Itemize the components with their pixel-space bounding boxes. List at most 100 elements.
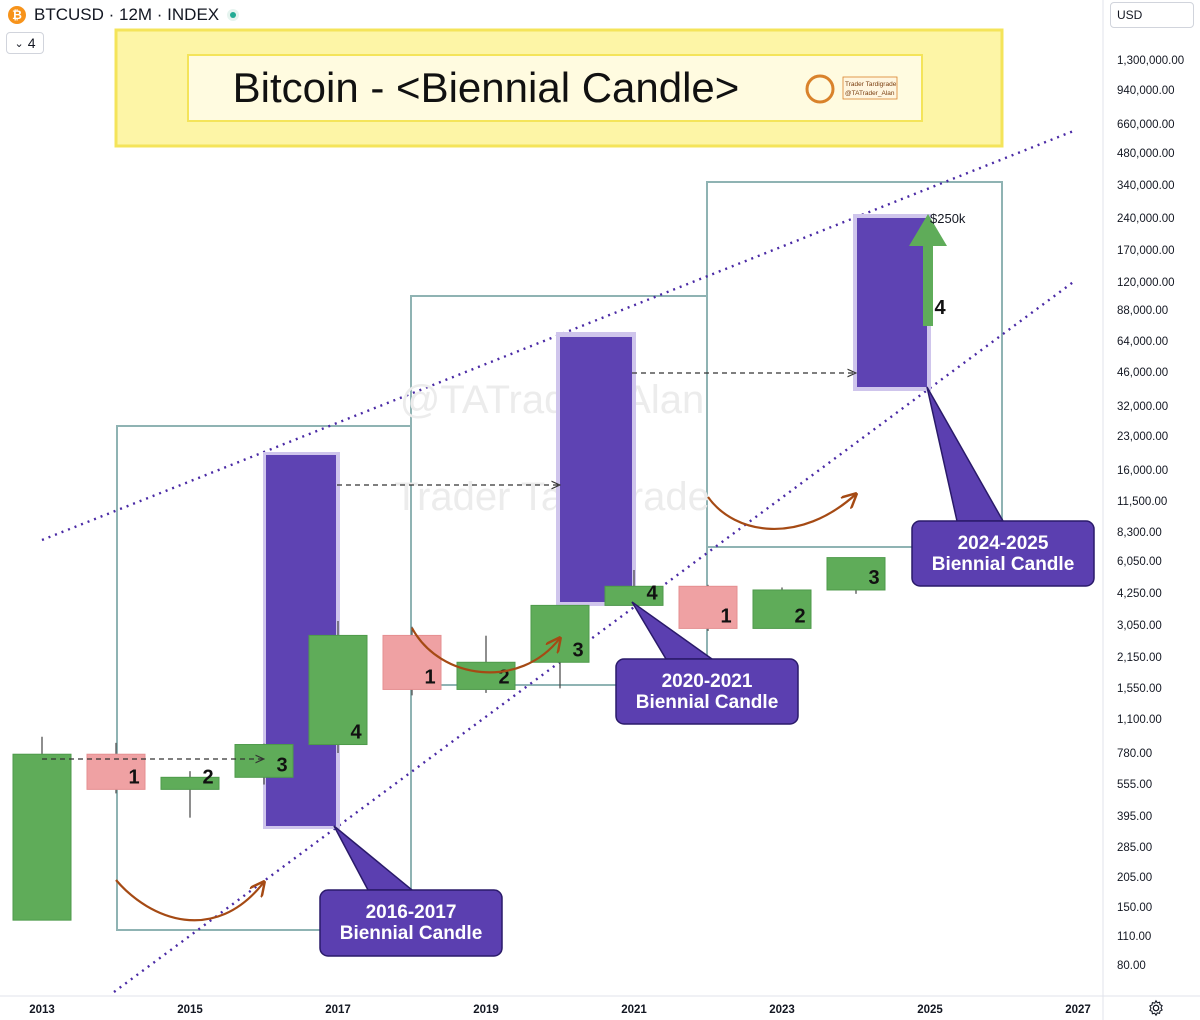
price-axis-tick: 8,300.00 (1117, 527, 1162, 539)
price-axis-tick: 120,000.00 (1117, 277, 1175, 289)
time-axis-tick: 2015 (177, 1004, 203, 1016)
candle-2022: 1 (678, 584, 738, 631)
title-banner: Bitcoin - <Biennial Candle> Trader Tardig… (114, 28, 1004, 148)
callout-text: Biennial Candle (932, 554, 1075, 575)
target-price-label: $250k (930, 211, 966, 226)
candle-number-label: 2 (498, 666, 509, 688)
callout-tail (926, 386, 1005, 522)
price-axis-tick: 80.00 (1117, 960, 1146, 972)
biennial-candle-2 (560, 337, 632, 602)
price-axis-tick: 4,250.00 (1117, 588, 1162, 600)
callout-box (319, 889, 503, 957)
indicators-toggle-button[interactable]: ⌄ 4 (6, 32, 44, 54)
price-axis-tick: 2,150.00 (1117, 652, 1162, 664)
time-axis-tick: 2021 (621, 1004, 647, 1016)
symbol-title[interactable]: BTCUSD · 12M · INDEX (34, 5, 220, 24)
price-axis-tick: 6,050.00 (1117, 556, 1162, 568)
cycle-arc-2 (411, 627, 560, 674)
bitcoin-icon: ₿ (8, 6, 26, 24)
candle-2020: 3 (530, 604, 590, 689)
logo-text: Trader Tardigrade (845, 81, 897, 88)
callout-text: 2024-2025 (958, 533, 1049, 554)
brand-logo: Trader Tardigrade @TATrader_Alan (805, 74, 898, 104)
price-axis-tick: 16,000.00 (1117, 465, 1168, 477)
callout-box (615, 658, 799, 725)
price-axis-tick: 1,100.00 (1117, 714, 1162, 726)
market-status-icon (227, 9, 240, 21)
callout-tail (333, 825, 415, 891)
cycle-arc-3 (707, 494, 856, 530)
candle-2018: 1 (382, 626, 442, 696)
price-axis-tick: 940,000.00 (1117, 85, 1175, 97)
watermark-brand: Trader Tardigrade (394, 475, 710, 519)
candle-2023: 2 (752, 587, 812, 629)
logo-mark (805, 74, 835, 104)
candle-body (308, 634, 368, 746)
time-axis-tick: 2025 (917, 1004, 943, 1016)
price-axis-tick: 395.00 (1117, 811, 1152, 823)
callout-text: Biennial Candle (636, 692, 779, 713)
candle-number-label: 3 (868, 567, 879, 589)
price-axis-tick: 480,000.00 (1117, 148, 1175, 160)
projection-candle-label: 4 (934, 297, 946, 319)
candle-2019: 2 (456, 635, 516, 693)
price-axis-tick: 170,000.00 (1117, 245, 1175, 257)
plot-area: @TATrader_Alan Trader Tardigrade 1 2 3 4 1 2 3 4 1… (12, 128, 1095, 993)
price-axis-tick: 340,000.00 (1117, 180, 1175, 192)
watermark-handle: @TATrader_Alan (400, 378, 704, 422)
candle-2017: 4 (308, 620, 368, 753)
price-axis-tick: 1,550.00 (1117, 683, 1162, 695)
price-axis-tick: 660,000.00 (1117, 119, 1175, 131)
price-axis-tick: 3,050.00 (1117, 620, 1162, 632)
candle-body (752, 589, 812, 629)
price-axis-tick: 1,300,000.00 (1117, 55, 1184, 67)
callout-text: 2016-2017 (366, 902, 457, 923)
time-axis-tick: 2023 (769, 1004, 795, 1016)
price-axis-tick: 46,000.00 (1117, 367, 1168, 379)
time-axis-tick: 2019 (473, 1004, 499, 1016)
candle-number-label: 1 (128, 766, 139, 788)
indicator-count: 4 (27, 35, 36, 51)
currency-select[interactable]: USD (1110, 2, 1194, 28)
candle-number-label: 4 (350, 722, 362, 744)
candle-2024: 3 (826, 557, 886, 594)
price-axis-tick: 150.00 (1117, 902, 1152, 914)
callout-text: Biennial Candle (340, 923, 483, 944)
time-axis-tick: 2013 (29, 1004, 55, 1016)
candle-body (456, 661, 516, 690)
candle-2015: 2 (160, 766, 220, 818)
candle-body (86, 753, 146, 790)
chevron-down-icon: ⌄ (14, 37, 24, 50)
price-axis-tick: 23,000.00 (1117, 431, 1168, 443)
candle-body (382, 634, 442, 690)
candle-body (826, 557, 886, 591)
callout-box (911, 520, 1095, 587)
price-axis-tick: 205.00 (1117, 872, 1152, 884)
candle-number-label: 3 (276, 754, 287, 776)
price-axis-tick: 555.00 (1117, 779, 1152, 791)
candle-2013 (12, 736, 72, 921)
cycle-arc-1 (115, 880, 264, 922)
target-arrow (909, 214, 947, 326)
price-axis-tick: 64,000.00 (1117, 336, 1168, 348)
candle-2014: 1 (86, 742, 146, 794)
candle-number-label: 1 (720, 605, 731, 627)
symbol-header: ₿ BTCUSD · 12M · INDEX (0, 0, 240, 30)
candle-number-label: 4 (646, 582, 658, 604)
title-banner-inner (187, 54, 923, 122)
candle-body (678, 585, 738, 629)
time-axis-tick: 2017 (325, 1004, 351, 1016)
logo-text: @TATrader_Alan (845, 90, 895, 97)
candle-body (160, 776, 220, 790)
gear-icon[interactable] (1147, 999, 1165, 1017)
candle-number-label: 3 (572, 639, 583, 661)
price-axis-tick: 110.00 (1117, 931, 1151, 943)
candle-number-label: 1 (424, 666, 435, 688)
price-axis-tick: 88,000.00 (1117, 305, 1168, 317)
time-axis-tick: 2027 (1065, 1004, 1091, 1016)
candle-body (12, 753, 72, 921)
